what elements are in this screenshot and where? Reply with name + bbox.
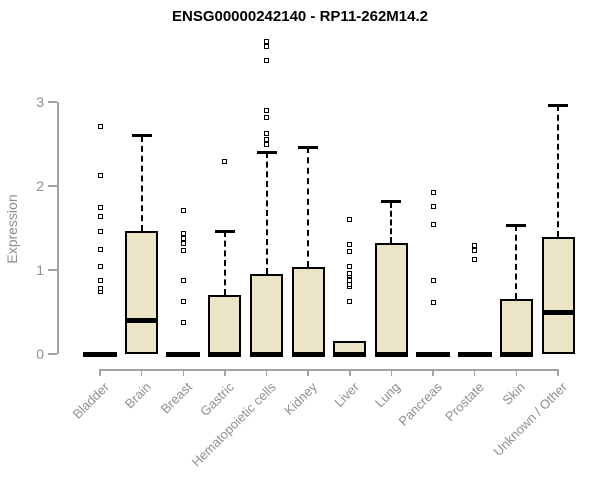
outlier-pancreas [430, 277, 436, 283]
x-axis-tick [140, 369, 143, 376]
box-lung [374, 243, 408, 354]
whisker-hematopoietic-cells [265, 152, 268, 275]
whisker-cap-hematopoietic-cells [256, 150, 277, 154]
y-axis-tick [48, 185, 57, 187]
outlier-breast [180, 248, 186, 254]
box-unknown-other [541, 237, 575, 354]
outlier-hematopoietic-cells [264, 130, 270, 136]
outlier-pancreas [430, 300, 436, 306]
x-axis-tick [182, 369, 185, 376]
outlier-hematopoietic-cells [264, 39, 270, 45]
y-axis-tick [48, 353, 57, 355]
outlier-bladder [97, 277, 103, 283]
whisker-cap-brain [131, 134, 152, 138]
outlier-bladder [97, 264, 103, 270]
outlier-pancreas [430, 222, 436, 228]
outlier-hematopoietic-cells [264, 114, 270, 120]
box-brain [125, 231, 159, 354]
outlier-liver [347, 264, 353, 270]
outlier-liver [347, 299, 353, 305]
median-lung [374, 351, 408, 357]
median-hematopoietic-cells [250, 351, 284, 357]
outlier-bladder [97, 247, 103, 253]
x-axis-tick [432, 369, 434, 376]
x-axis-tick [265, 369, 268, 376]
whisker-gastric [223, 231, 226, 296]
y-axis-line [57, 102, 59, 354]
whisker-unknown-other [557, 105, 559, 238]
outlier-hematopoietic-cells [264, 44, 270, 50]
x-axis-tick [99, 369, 101, 376]
outlier-pancreas [430, 190, 436, 196]
collapsed-box-pancreas [416, 351, 451, 357]
x-axis-tick [349, 369, 351, 376]
median-liver [333, 351, 367, 357]
outlier-bladder [97, 205, 103, 211]
outlier-bladder [97, 228, 103, 234]
whisker-cap-unknown-other [548, 103, 568, 107]
outlier-hematopoietic-cells [264, 142, 270, 148]
outlier-hematopoietic-cells [264, 57, 270, 63]
chart-title: ENSG00000242140 - RP11-262M14.2 [171, 8, 428, 25]
y-tick-label-2: 2 [36, 178, 44, 194]
y-axis-tick [48, 101, 57, 103]
whisker-kidney [307, 147, 310, 267]
outlier-prostate [472, 248, 478, 254]
y-tick-label-3: 3 [36, 94, 44, 110]
outlier-bladder [97, 173, 103, 179]
median-gastric [208, 351, 242, 357]
outlier-prostate [472, 257, 478, 263]
outlier-bladder [97, 285, 103, 291]
outlier-liver [347, 217, 353, 223]
outlier-liver [347, 249, 353, 255]
box-kidney [291, 266, 325, 354]
y-tick-label-0: 0 [36, 346, 44, 362]
outlier-gastric [222, 159, 228, 165]
whisker-skin [515, 225, 518, 300]
whisker-lung [390, 201, 393, 244]
outlier-pancreas [430, 203, 436, 209]
outlier-breast [180, 231, 186, 237]
x-axis-line [100, 369, 558, 371]
outlier-prostate [472, 243, 478, 249]
collapsed-box-bladder [83, 351, 117, 357]
box-skin [499, 299, 533, 354]
outlier-hematopoietic-cells [264, 107, 270, 113]
median-unknown-other [541, 309, 575, 315]
outlier-breast [180, 299, 186, 305]
median-brain [125, 317, 159, 323]
outlier-liver [347, 242, 353, 248]
whisker-brain [140, 135, 143, 232]
outlier-liver [347, 270, 353, 276]
outlier-breast [180, 207, 186, 213]
box-hematopoietic-cells [250, 274, 284, 354]
collapsed-box-breast [166, 351, 201, 357]
median-skin [499, 351, 533, 357]
whisker-cap-skin [506, 223, 527, 227]
x-axis-tick [224, 369, 226, 376]
collapsed-box-prostate [457, 351, 492, 357]
y-tick-label-1: 1 [36, 262, 44, 278]
outlier-bladder [97, 123, 103, 129]
outlier-breast [180, 320, 186, 326]
x-axis-tick [557, 369, 559, 376]
outlier-liver [347, 277, 353, 283]
median-kidney [291, 351, 325, 357]
x-axis-tick [515, 369, 518, 376]
x-axis-tick [390, 369, 393, 376]
y-axis-tick [48, 269, 57, 271]
box-gastric [208, 295, 242, 354]
whisker-cap-lung [381, 200, 402, 204]
outlier-bladder [97, 213, 103, 219]
x-axis-tick [473, 369, 476, 376]
whisker-cap-gastric [214, 229, 235, 233]
outlier-breast [180, 277, 186, 283]
x-axis-tick [307, 369, 309, 376]
outlier-hematopoietic-cells [264, 137, 270, 143]
outlier-breast [180, 240, 186, 246]
whisker-cap-kidney [298, 145, 319, 149]
